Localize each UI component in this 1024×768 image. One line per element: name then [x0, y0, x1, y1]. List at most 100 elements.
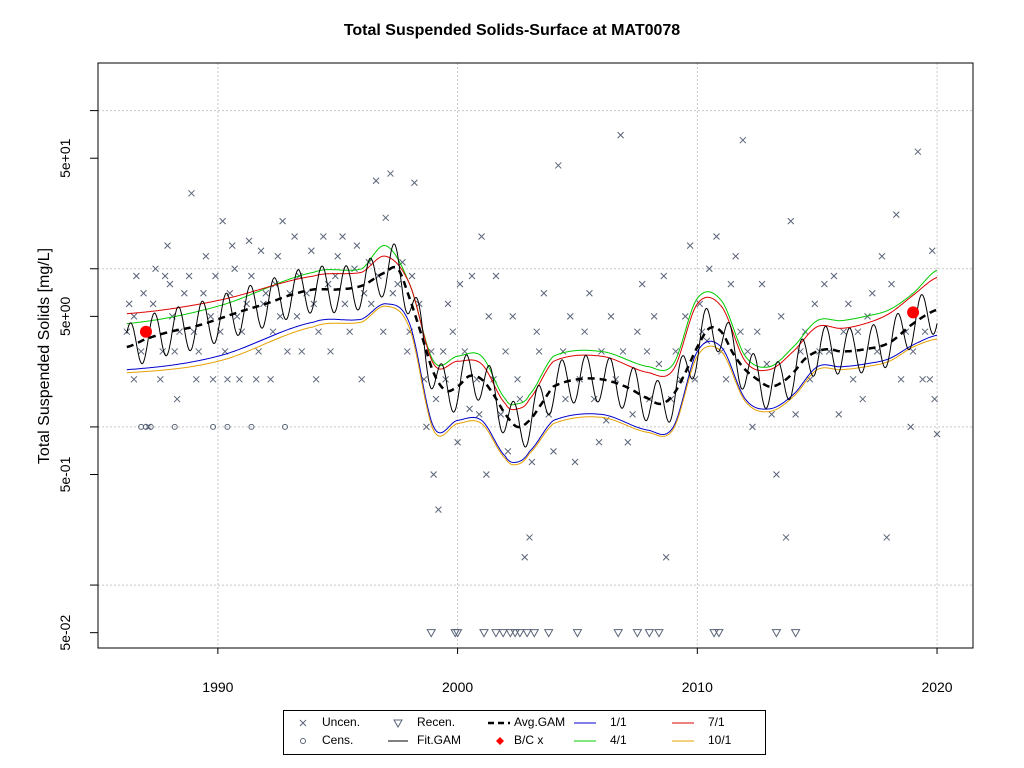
uncensored-point	[358, 375, 366, 383]
uncensored-point	[456, 280, 464, 288]
uncensored-point	[444, 300, 452, 308]
uncensored-point-stroke	[892, 211, 900, 218]
uncensored-point-stroke	[130, 375, 138, 383]
quantile-line-1-1	[126, 303, 938, 464]
uncensored-point	[435, 506, 442, 513]
y-tick-label: 5e+00	[57, 296, 73, 336]
uncensored-point	[137, 348, 145, 355]
uncensored-point	[188, 189, 195, 197]
recensored-point	[654, 629, 664, 638]
uncensored-point-stroke	[629, 411, 636, 418]
uncensored-point	[403, 348, 411, 355]
legend-cens-label: Cens.	[322, 733, 354, 747]
uncensored-point	[749, 423, 756, 431]
uncensored-point-stroke	[319, 233, 327, 240]
uncensored-point-stroke	[430, 471, 437, 478]
uncensored-point	[408, 272, 416, 280]
uncensored-point-stroke	[634, 328, 641, 336]
uncensored-point	[394, 280, 402, 288]
uncensored-point	[727, 280, 735, 288]
uncensored-point	[367, 300, 375, 308]
uncensored-point	[475, 411, 483, 418]
grid-lines	[98, 63, 973, 648]
uncensored-point	[878, 252, 886, 260]
uncensored-point-stroke	[873, 348, 881, 355]
uncensored-point-stroke	[744, 348, 752, 355]
uncensored-point-stroke	[787, 217, 795, 225]
uncensored-point	[478, 233, 485, 240]
uncensored-point-stroke	[346, 328, 354, 336]
uncensored-point	[873, 348, 881, 355]
uncensored-point	[914, 148, 922, 156]
uncensored-point	[267, 375, 274, 383]
uncensored-point	[753, 328, 761, 336]
uncensored-point-stroke	[854, 328, 862, 336]
uncensored-point-stroke	[161, 272, 169, 280]
uncensored-point-stroke	[269, 328, 277, 336]
uncensored-point-stroke	[624, 438, 632, 446]
uncensored-point	[192, 375, 200, 383]
uncensored-point-stroke	[650, 313, 658, 320]
uncensored-point-stroke	[382, 214, 390, 222]
uncensored-point-stroke	[672, 348, 680, 355]
uncensored-point	[691, 375, 699, 383]
uncensored-point	[821, 280, 828, 288]
uncensored-point-stroke	[686, 242, 694, 250]
x-tick-label: 2020	[921, 679, 952, 695]
uncensored-point-stroke	[298, 348, 306, 355]
uncensored-point-stroke	[435, 506, 442, 513]
uncensored-point	[439, 348, 447, 355]
uncensored-point-stroke	[308, 247, 315, 255]
recensored-point	[714, 629, 724, 638]
uncensored-point-stroke	[133, 272, 140, 280]
uncensored-point	[931, 395, 938, 403]
y-axis: 5e-02 5e-01 5e+00 5e+01	[57, 110, 98, 651]
uncensored-point-stroke	[180, 289, 188, 297]
uncensored-point-stroke	[394, 280, 402, 288]
uncensored-point	[586, 289, 593, 297]
quantile-line-7-1	[126, 255, 938, 411]
y-tick-label: 5e-02	[57, 615, 73, 651]
uncensored-point-stroke	[293, 313, 301, 320]
uncensored-point	[334, 252, 342, 260]
uncensored-point	[737, 328, 744, 336]
fit-gam-line	[126, 243, 938, 448]
y-tick-label: 5e-01	[57, 456, 73, 492]
uncensored-point-stroke	[691, 375, 699, 383]
uncensored-point	[919, 375, 927, 383]
uncensored-point-stroke	[200, 289, 207, 297]
uncensored-point-stroke	[516, 395, 524, 403]
uncensored-point-stroke	[758, 280, 766, 288]
uncensored-point-stroke	[655, 360, 663, 368]
uncensored-point	[293, 313, 301, 320]
uncensored-point-stroke	[339, 233, 346, 240]
uncensored-point	[502, 348, 509, 355]
bc-marker	[907, 306, 920, 319]
uncensored-point-stroke	[662, 553, 670, 561]
uncensored-point-stroke	[777, 313, 785, 320]
uncensored-point	[849, 375, 857, 383]
uncensored-point	[125, 300, 133, 308]
uncensored-point	[504, 448, 512, 455]
recensored-point	[510, 629, 520, 638]
uncensored-point-stroke	[878, 252, 886, 260]
uncensored-point	[274, 252, 282, 260]
uncensored-point	[732, 252, 740, 260]
uncensored-point-stroke	[192, 375, 200, 383]
uncensored-point	[152, 265, 159, 273]
uncensored-point-stroke	[423, 423, 430, 431]
recensored-point	[529, 629, 540, 638]
uncensored-point	[595, 438, 603, 446]
uncensored-point	[372, 177, 380, 185]
uncensored-point-stroke	[202, 252, 210, 260]
uncensored-point-stroke	[859, 395, 867, 403]
uncensored-point	[792, 411, 799, 418]
uncensored-point-stroke	[888, 280, 895, 288]
uncensored-point	[722, 375, 730, 383]
uncensored-point	[928, 247, 936, 255]
uncensored-point	[660, 272, 668, 280]
uncensored-point	[449, 328, 457, 336]
uncensored-point-stroke	[140, 289, 147, 297]
uncensored-point-stroke	[216, 328, 224, 336]
recensored-point	[771, 629, 782, 638]
